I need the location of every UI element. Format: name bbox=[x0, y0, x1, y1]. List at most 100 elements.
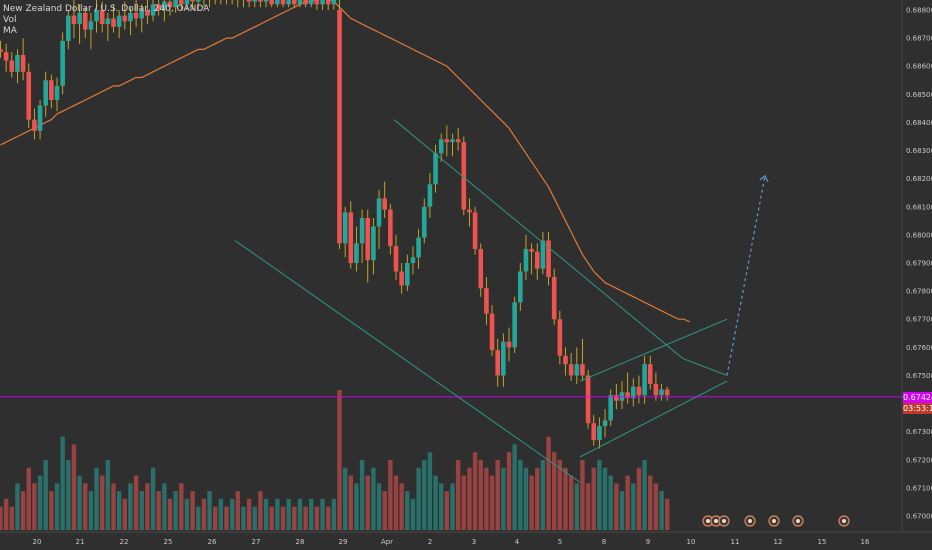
earnings-icon[interactable] bbox=[718, 515, 730, 527]
candle bbox=[359, 209, 365, 263]
volume-indicator-label[interactable]: Vol bbox=[3, 15, 17, 25]
candle bbox=[320, 0, 325, 10]
volume-bar bbox=[484, 467, 489, 530]
candle-body bbox=[325, 0, 331, 5]
candle bbox=[636, 375, 642, 404]
x-tick-label: 3 bbox=[472, 538, 476, 546]
candle-body bbox=[529, 248, 534, 252]
volume-bar bbox=[26, 467, 31, 530]
candle bbox=[303, 0, 308, 8]
volume-bar bbox=[156, 491, 161, 530]
volume-bar bbox=[557, 460, 563, 530]
trendline-drawings[interactable] bbox=[234, 119, 769, 483]
candle bbox=[269, 0, 274, 8]
volume-bar bbox=[416, 467, 421, 530]
flag-icon[interactable] bbox=[768, 515, 780, 527]
volume-bar bbox=[653, 483, 659, 530]
symbol-title[interactable]: New Zealand Dollar / U.S. Dollar, 240, O… bbox=[3, 4, 210, 14]
volume-bar bbox=[207, 491, 212, 530]
candle-body bbox=[77, 12, 82, 25]
candle-body bbox=[122, 15, 128, 22]
candle bbox=[314, 0, 320, 10]
volume-bar bbox=[167, 498, 173, 530]
candle-body bbox=[585, 375, 591, 424]
volume-bar bbox=[246, 498, 252, 530]
volume-bar bbox=[348, 475, 353, 530]
candle bbox=[49, 74, 54, 109]
flag-icon[interactable] bbox=[744, 515, 756, 527]
candle bbox=[54, 77, 60, 112]
flag-icon[interactable] bbox=[792, 515, 804, 527]
candle bbox=[631, 378, 636, 407]
candle bbox=[393, 234, 399, 280]
candle bbox=[478, 243, 484, 297]
volume-bar bbox=[133, 475, 139, 530]
candle-body bbox=[173, 0, 178, 8]
flag-icon[interactable] bbox=[838, 515, 850, 527]
volume-bar bbox=[636, 467, 642, 530]
ma-indicator-label[interactable]: MA bbox=[3, 26, 17, 36]
candle bbox=[557, 310, 563, 365]
volume-bar bbox=[376, 483, 382, 530]
candle-body bbox=[427, 184, 433, 207]
volume-bar bbox=[309, 498, 314, 530]
volume-bar bbox=[173, 491, 178, 530]
candle bbox=[444, 125, 450, 157]
candle bbox=[484, 277, 489, 325]
candle-body bbox=[421, 206, 427, 238]
volume-bar bbox=[20, 491, 26, 530]
volume-bar bbox=[122, 498, 127, 530]
x-tick-label: 11 bbox=[731, 538, 740, 546]
time-axis[interactable]: 20 21 22 25 26 27 28 29 Apr 2 3 4 5 8 9 10 11 12 15 16 bbox=[0, 531, 932, 546]
volume-bar bbox=[580, 460, 585, 530]
earnings-icon[interactable] bbox=[702, 515, 714, 527]
candle bbox=[286, 0, 291, 8]
candle-body bbox=[602, 420, 608, 427]
candle bbox=[82, 7, 88, 39]
candle bbox=[20, 38, 26, 81]
candle bbox=[179, 0, 184, 10]
candlesticks bbox=[0, 0, 670, 449]
candle bbox=[365, 209, 371, 283]
candle bbox=[399, 263, 404, 294]
candle-body bbox=[308, 0, 314, 5]
candle bbox=[37, 99, 43, 140]
candle bbox=[608, 389, 613, 427]
candle-body bbox=[3, 52, 9, 61]
candle bbox=[150, 0, 156, 22]
volume-bar bbox=[540, 460, 546, 530]
candle-body bbox=[32, 119, 37, 131]
candle bbox=[258, 0, 263, 8]
current-price-tag: 0.67424 bbox=[903, 392, 932, 403]
candle-body bbox=[563, 355, 568, 365]
candle bbox=[263, 0, 269, 8]
candle bbox=[461, 136, 467, 216]
volume-bar bbox=[619, 491, 625, 530]
volume-bars bbox=[0, 390, 670, 530]
candle bbox=[664, 386, 670, 401]
candle bbox=[331, 0, 337, 10]
projection-arrow-head bbox=[759, 174, 769, 183]
candle bbox=[209, 0, 211, 8]
volume-bar bbox=[444, 491, 450, 530]
candle bbox=[203, 0, 205, 8]
candle bbox=[133, 0, 139, 27]
candle bbox=[156, 0, 161, 16]
candle-body bbox=[331, 0, 337, 5]
candle bbox=[563, 347, 568, 376]
candle bbox=[551, 268, 557, 325]
candle-body bbox=[15, 54, 20, 72]
x-tick-label: 25 bbox=[164, 538, 173, 546]
volume-bar bbox=[269, 506, 274, 530]
event-icons[interactable] bbox=[702, 515, 850, 527]
candle-body bbox=[320, 0, 325, 5]
candle bbox=[111, 4, 116, 33]
